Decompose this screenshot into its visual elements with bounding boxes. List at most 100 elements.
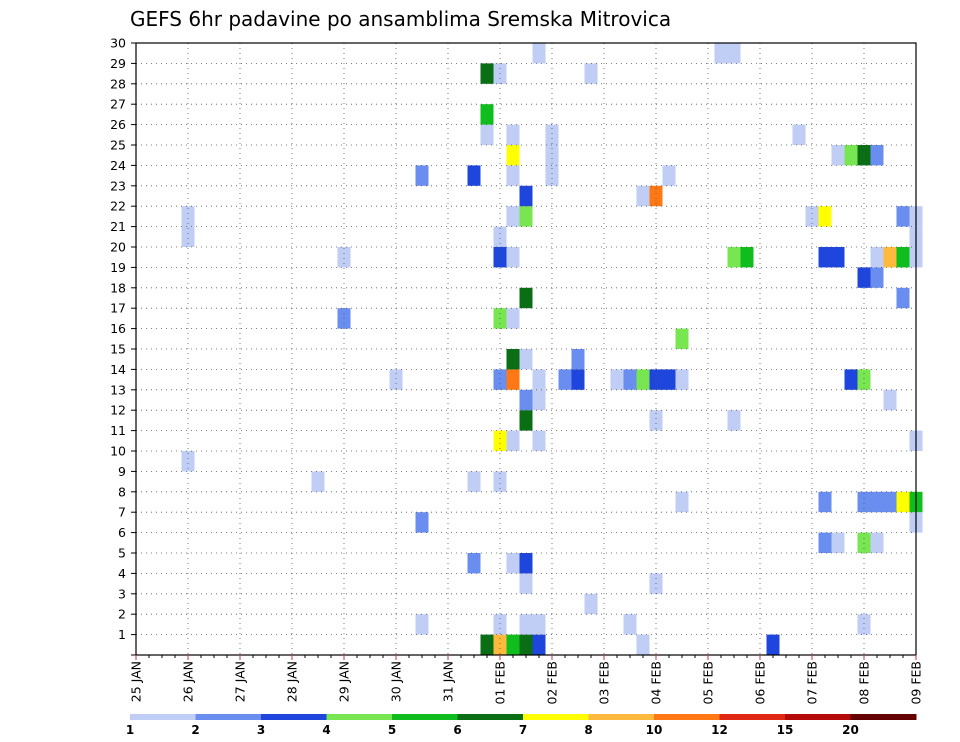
precip-cell: [857, 267, 871, 288]
colorbar-swatch: [588, 714, 655, 720]
chart-title: GEFS 6hr padavine po ansamblima Sremska …: [130, 7, 671, 31]
precip-cell: [545, 145, 559, 166]
colorbar-label: 3: [257, 723, 265, 737]
precip-cell: [740, 247, 754, 268]
precip-cell: [675, 491, 689, 513]
precip-cell: [896, 247, 910, 268]
y-tick-label: 4: [118, 566, 126, 581]
precip-cell: [506, 634, 520, 655]
precip-cell: [506, 369, 520, 390]
x-tick-label: 03 FEB: [597, 661, 612, 705]
precip-cell: [818, 532, 832, 553]
x-tick-label: 25 JAN: [129, 661, 144, 702]
y-tick-label: 19: [110, 260, 126, 275]
precip-cell: [337, 247, 351, 268]
precip-cell: [467, 165, 481, 186]
x-tick-label: 06 FEB: [753, 661, 768, 705]
precip-cell: [831, 532, 845, 553]
precip-cell: [181, 206, 195, 227]
precip-cell: [519, 573, 533, 594]
precip-cell: [506, 553, 520, 574]
y-tick-label: 20: [110, 240, 126, 255]
x-tick-label: 01 FEB: [493, 661, 508, 705]
precip-cell: [883, 491, 897, 513]
y-tick-label: 13: [110, 382, 126, 397]
colorbar-swatch: [850, 714, 917, 720]
precip-cell: [532, 614, 546, 635]
y-tick-label: 17: [110, 301, 126, 316]
precip-cell: [181, 226, 195, 247]
precip-cell: [493, 226, 507, 247]
precip-cell: [844, 145, 858, 166]
colorbar-label: 10: [646, 723, 663, 737]
precip-cell: [519, 614, 533, 635]
x-tick-label: 05 FEB: [701, 661, 716, 705]
precip-cell: [675, 369, 689, 390]
y-tick-label: 26: [110, 117, 126, 132]
colorbar-swatch: [392, 714, 458, 720]
precip-cell: [493, 247, 507, 268]
precip-cell: [506, 247, 520, 268]
colorbar-label: 5: [388, 723, 396, 737]
y-tick-label: 11: [110, 423, 126, 438]
precip-cell: [792, 124, 806, 145]
y-tick-label: 8: [118, 484, 126, 499]
precip-cell: [727, 247, 741, 268]
y-tick-label: 27: [110, 97, 126, 112]
precip-cell: [883, 247, 897, 268]
y-tick-label: 22: [110, 199, 126, 214]
x-tick-label: 07 FEB: [805, 661, 820, 705]
precip-cell: [623, 614, 637, 635]
colorbar-swatch: [457, 714, 524, 720]
colorbar-label: 1: [126, 723, 134, 737]
precip-cell: [519, 553, 533, 574]
colorbar-swatch: [261, 714, 327, 720]
precip-cell: [506, 308, 520, 329]
precip-cell: [493, 634, 507, 655]
precip-cell: [415, 165, 429, 186]
precip-cell: [532, 430, 546, 451]
precip-cell: [519, 410, 533, 431]
precip-cell: [649, 185, 663, 207]
precip-cell: [493, 369, 507, 390]
precip-cell: [519, 634, 533, 655]
colorbar-swatch: [719, 714, 786, 720]
precip-cell: [610, 369, 624, 390]
y-tick-label: 2: [118, 607, 126, 622]
precip-cell: [896, 491, 910, 513]
precip-cell: [558, 369, 572, 390]
precip-cell: [896, 287, 910, 309]
colorbar-label: 2: [191, 723, 199, 737]
y-tick-label: 6: [118, 525, 126, 540]
precip-cell: [844, 369, 858, 390]
y-tick-label: 25: [110, 138, 126, 153]
precip-cell: [506, 206, 520, 227]
colorbar-swatch: [326, 714, 393, 720]
x-tick-label: 30 JAN: [389, 661, 404, 702]
colorbar-label: 8: [584, 723, 592, 737]
precip-cell: [506, 430, 520, 451]
colorbar: 1 2 3 4 5 6 7 8 10 12 15 20: [126, 714, 917, 737]
y-tick-label: 21: [110, 219, 126, 234]
colorbar-label: 12: [711, 723, 728, 737]
precip-cell: [467, 553, 481, 574]
precip-cell: [675, 328, 689, 349]
colorbar-label: 7: [519, 723, 527, 737]
y-tick-label: 12: [110, 403, 126, 418]
x-tick-label: 09 FEB: [909, 661, 924, 705]
x-tick-label: 08 FEB: [857, 661, 872, 705]
precip-cell: [870, 267, 884, 288]
colorbar-swatch: [654, 714, 720, 720]
precip-cell: [519, 349, 533, 370]
precip-cell: [636, 634, 650, 655]
precip-cell: [480, 634, 494, 655]
precip-cell: [727, 410, 741, 431]
precip-cell: [181, 451, 195, 472]
precip-cell: [506, 145, 520, 166]
y-tick-label: 9: [118, 464, 126, 479]
y-tick-label: 16: [110, 321, 126, 336]
precip-cell: [571, 369, 585, 390]
precip-cell: [857, 145, 871, 166]
x-axis: 25 JAN 26 JAN 27 JAN 28 JAN 29 JAN 30 JAN 31 J…: [129, 655, 924, 705]
